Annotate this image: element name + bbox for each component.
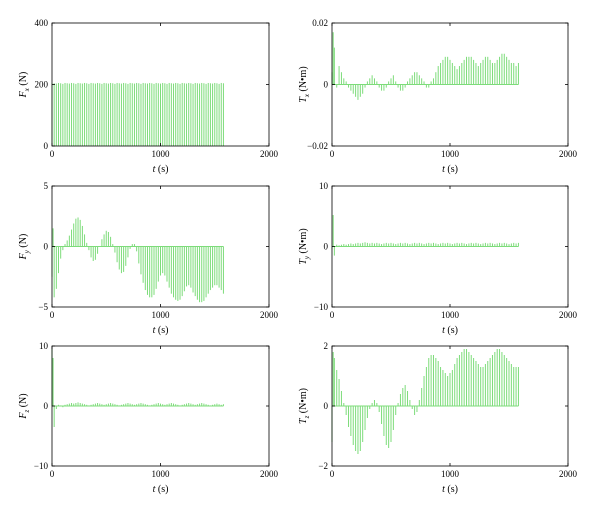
y-tick-label: 400	[35, 18, 49, 28]
y-axis-label: Tz (N•m)	[298, 388, 311, 424]
y-tick-label: −10	[34, 461, 49, 471]
y-tick-label: 5	[44, 181, 49, 191]
x-tick-label: 2000	[260, 310, 279, 320]
x-tick-label: 0	[50, 149, 55, 159]
y-tick-label: 0	[324, 401, 329, 411]
y-tick-label: 2	[324, 341, 329, 351]
y-axis-subscript: y	[303, 255, 311, 260]
y-axis-var: T	[298, 258, 309, 265]
y-tick-label: 0	[44, 242, 49, 252]
y-tick-label: 0.02	[312, 18, 328, 28]
panel-fx: 0 1000 2000 0 200 400 t (s) Fx (N)	[18, 18, 279, 175]
y-axis-subscript: x	[23, 87, 31, 92]
x-axis-unit: (s)	[155, 484, 168, 495]
x-tick-label: 2000	[559, 469, 578, 479]
x-axis-label: t (s)	[442, 164, 458, 175]
y-tick-label: 10	[39, 341, 49, 351]
x-tick-label: 1000	[152, 310, 171, 320]
y-axis-unit: (N•m)	[298, 388, 309, 416]
x-tick-label: 2000	[559, 149, 578, 159]
y-axis-unit: (N)	[18, 234, 29, 250]
x-axis-unit: (s)	[445, 325, 458, 336]
x-axis-label: t (s)	[153, 325, 169, 336]
y-axis-unit: (N)	[18, 72, 29, 88]
y-tick-label: −2	[318, 461, 328, 471]
x-tick-label: 0	[330, 310, 335, 320]
x-axis-var: t	[442, 484, 445, 495]
x-axis-var: t	[153, 164, 156, 175]
x-tick-label: 0	[50, 469, 55, 479]
x-tick-label: 1000	[441, 310, 460, 320]
y-tick-label: 0	[44, 401, 49, 411]
x-tick-label: 0	[50, 310, 55, 320]
x-tick-label: 1000	[441, 469, 460, 479]
y-tick-label: 10	[319, 181, 329, 191]
x-tick-label: 1000	[152, 469, 171, 479]
x-tick-label: 2000	[260, 149, 279, 159]
y-axis-subscript: z	[303, 415, 311, 419]
x-tick-label: 2000	[559, 310, 578, 320]
y-axis-var: T	[298, 96, 309, 103]
y-axis-var: F	[18, 90, 29, 98]
x-axis-label: t (s)	[442, 325, 458, 336]
y-tick-label: −10	[314, 302, 329, 312]
y-axis-unit: (N•m)	[298, 66, 309, 94]
bars-ty	[331, 215, 519, 256]
x-axis-label: t (s)	[153, 484, 169, 495]
y-tick-label: 0	[324, 242, 329, 252]
y-tick-label: 200	[35, 80, 49, 90]
y-tick-label: 0	[44, 141, 49, 151]
y-axis-var: T	[298, 417, 309, 424]
x-tick-label: 0	[330, 149, 335, 159]
y-axis-var: F	[18, 412, 29, 420]
x-axis-var: t	[153, 484, 156, 495]
x-axis-var: t	[153, 325, 156, 336]
x-tick-label: 1000	[441, 149, 460, 159]
x-axis-var: t	[442, 164, 445, 175]
x-tick-label: 2000	[260, 469, 279, 479]
x-axis-unit: (s)	[155, 325, 168, 336]
y-axis-var: F	[18, 252, 29, 260]
y-tick-label: −5	[38, 302, 48, 312]
y-axis-label: Fz (N)	[18, 393, 31, 419]
bars-fx	[51, 82, 224, 146]
y-axis-subscript: x	[303, 93, 311, 98]
y-tick-label: 0	[324, 80, 329, 90]
x-axis-unit: (s)	[155, 164, 168, 175]
x-axis-unit: (s)	[445, 484, 458, 495]
bars-fy	[51, 217, 224, 303]
y-axis-label: Fx (N)	[18, 72, 31, 99]
x-axis-label: t (s)	[153, 164, 169, 175]
y-axis-label: Fy (N)	[18, 234, 31, 261]
y-axis-unit: (N)	[18, 393, 29, 409]
x-tick-label: 0	[330, 469, 335, 479]
bars-tz	[331, 349, 519, 454]
y-axis-unit: (N•m)	[298, 228, 309, 256]
y-axis-label: Ty (N•m)	[298, 228, 311, 264]
x-tick-label: 1000	[152, 149, 171, 159]
bars-tx	[331, 32, 519, 100]
bars-fz	[51, 349, 224, 427]
y-axis-subscript: z	[23, 410, 31, 414]
x-axis-var: t	[442, 325, 445, 336]
y-axis-label: Tx (N•m)	[298, 66, 311, 102]
y-axis-subscript: y	[23, 249, 31, 254]
x-axis-unit: (s)	[445, 164, 458, 175]
x-axis-label: t (s)	[442, 484, 458, 495]
y-tick-label: −0.02	[307, 141, 328, 151]
